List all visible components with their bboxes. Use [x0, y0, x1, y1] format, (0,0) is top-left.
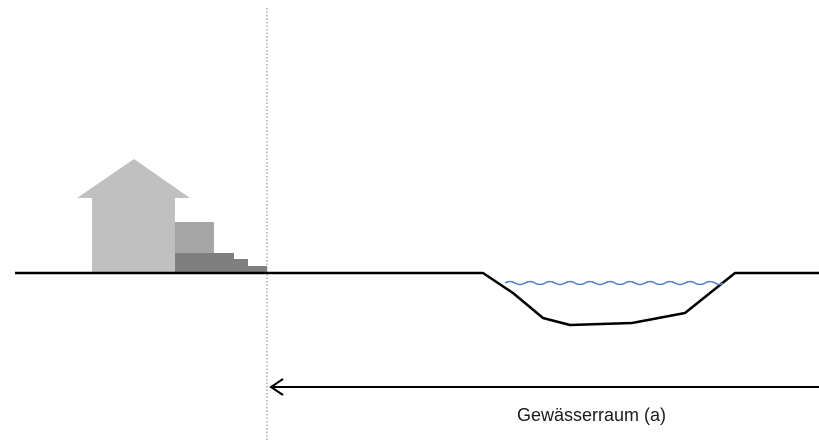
space-label: Gewässerraum (a) [517, 405, 666, 425]
ground-profile [15, 271, 819, 327]
house-steps [175, 253, 267, 273]
house-body [77, 159, 190, 273]
space-arrow [269, 378, 819, 396]
water-surface [504, 280, 724, 286]
house-icon [77, 159, 267, 273]
arrow-head-icon [269, 378, 284, 396]
